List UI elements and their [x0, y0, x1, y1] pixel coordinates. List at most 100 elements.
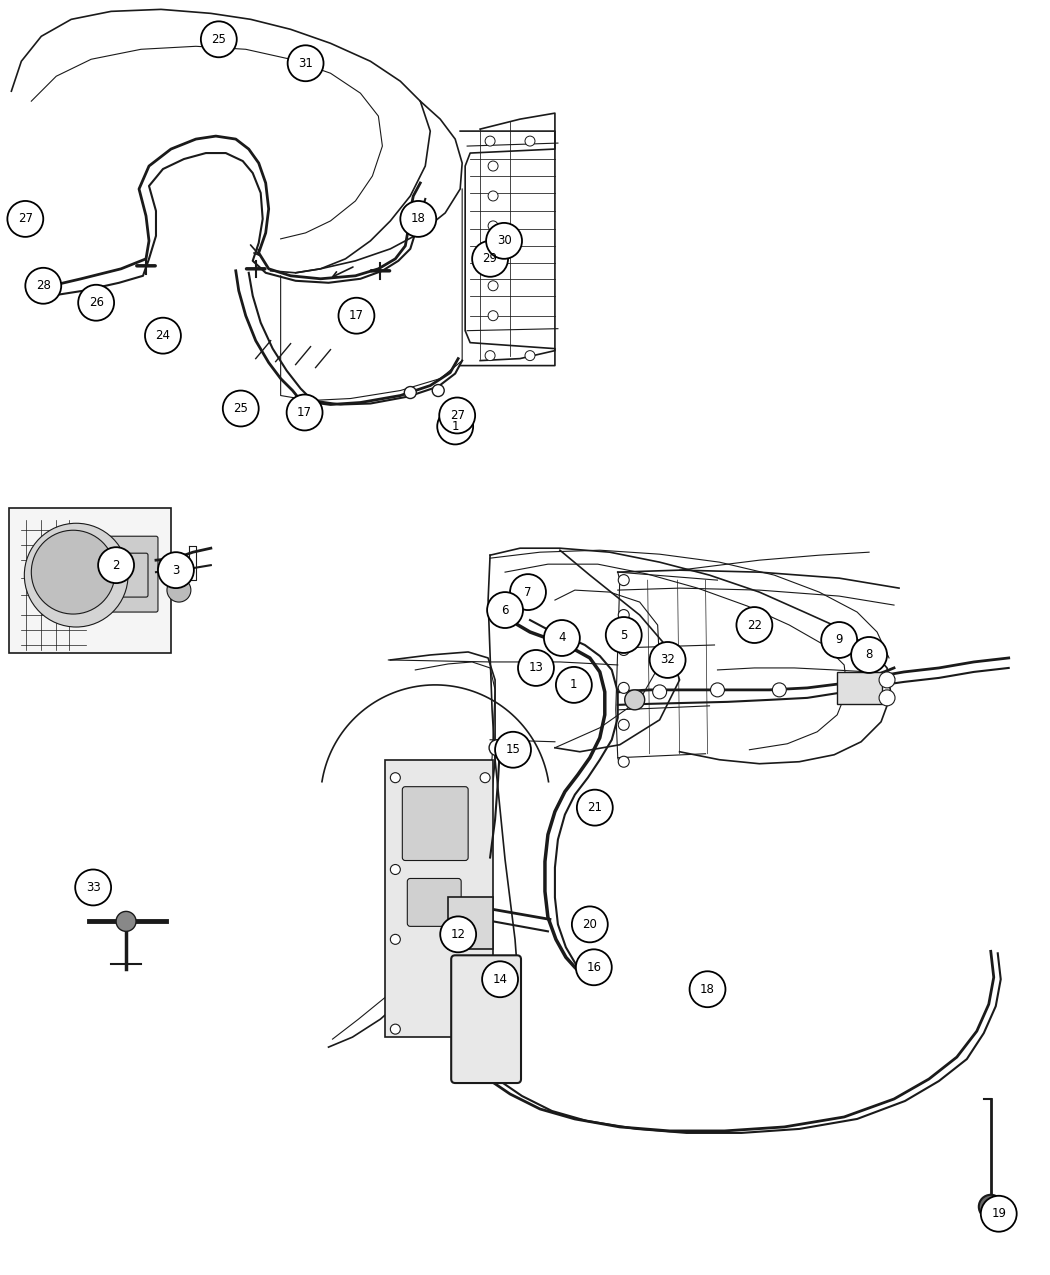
Text: 14: 14: [492, 973, 507, 986]
FancyBboxPatch shape: [448, 898, 493, 950]
Text: 1: 1: [452, 419, 459, 434]
Circle shape: [618, 575, 629, 585]
Circle shape: [391, 864, 400, 875]
Text: 25: 25: [211, 33, 226, 46]
Text: 19: 19: [991, 1207, 1006, 1220]
Circle shape: [510, 574, 546, 609]
Circle shape: [24, 523, 128, 627]
Circle shape: [145, 317, 181, 353]
Text: 8: 8: [865, 649, 873, 662]
Text: 33: 33: [86, 881, 101, 894]
Circle shape: [489, 740, 505, 756]
Circle shape: [482, 961, 518, 997]
Circle shape: [618, 682, 629, 694]
Circle shape: [575, 950, 612, 986]
Text: 6: 6: [501, 603, 509, 617]
Circle shape: [391, 773, 400, 783]
Circle shape: [488, 221, 498, 231]
Circle shape: [852, 638, 887, 673]
Circle shape: [288, 46, 323, 82]
Circle shape: [25, 268, 61, 303]
Text: 32: 32: [660, 654, 675, 667]
Circle shape: [488, 311, 498, 321]
Text: 30: 30: [497, 235, 511, 247]
FancyBboxPatch shape: [452, 955, 521, 1082]
FancyBboxPatch shape: [837, 672, 882, 704]
Circle shape: [572, 907, 608, 942]
Text: 17: 17: [297, 405, 312, 419]
Circle shape: [525, 351, 534, 361]
Circle shape: [736, 607, 773, 643]
Text: 1: 1: [570, 678, 578, 691]
FancyBboxPatch shape: [99, 537, 158, 612]
Circle shape: [653, 685, 667, 699]
Circle shape: [690, 972, 726, 1007]
Circle shape: [167, 578, 191, 602]
FancyBboxPatch shape: [385, 760, 493, 1037]
Circle shape: [480, 773, 490, 783]
Circle shape: [76, 870, 111, 905]
Circle shape: [711, 683, 724, 697]
Text: 12: 12: [450, 928, 466, 941]
Text: 18: 18: [700, 983, 715, 996]
Circle shape: [201, 22, 236, 57]
Circle shape: [158, 552, 194, 588]
Text: 3: 3: [172, 564, 180, 576]
Circle shape: [488, 191, 498, 201]
Text: 28: 28: [36, 279, 50, 292]
Text: 15: 15: [506, 743, 521, 756]
Text: 18: 18: [411, 213, 425, 226]
Circle shape: [78, 284, 114, 321]
Text: 24: 24: [155, 329, 170, 342]
Circle shape: [821, 622, 857, 658]
Text: 31: 31: [298, 57, 313, 70]
Text: 29: 29: [483, 252, 498, 265]
Circle shape: [488, 161, 498, 171]
Text: 27: 27: [18, 213, 33, 226]
Text: 7: 7: [524, 585, 531, 598]
Circle shape: [544, 620, 580, 655]
Circle shape: [486, 223, 522, 259]
FancyBboxPatch shape: [407, 878, 461, 927]
FancyBboxPatch shape: [402, 787, 468, 861]
Circle shape: [472, 241, 508, 277]
Text: 16: 16: [586, 961, 602, 974]
Text: 25: 25: [233, 402, 248, 414]
Text: O: O: [176, 585, 182, 592]
Circle shape: [618, 644, 629, 655]
Text: 5: 5: [621, 629, 628, 641]
Text: 20: 20: [583, 918, 597, 931]
Circle shape: [555, 667, 592, 703]
Circle shape: [485, 136, 496, 147]
Text: 4: 4: [559, 631, 566, 644]
Text: 21: 21: [587, 801, 603, 815]
Circle shape: [391, 1024, 400, 1034]
Circle shape: [391, 935, 400, 945]
Circle shape: [618, 609, 629, 621]
Circle shape: [338, 298, 375, 334]
Circle shape: [117, 912, 136, 931]
Circle shape: [7, 201, 43, 237]
Circle shape: [439, 398, 476, 434]
Circle shape: [39, 538, 99, 598]
Circle shape: [488, 280, 498, 291]
Text: 27: 27: [449, 409, 465, 422]
Circle shape: [32, 530, 116, 615]
Circle shape: [773, 683, 786, 697]
Circle shape: [404, 386, 416, 399]
Circle shape: [496, 732, 531, 768]
Circle shape: [98, 547, 134, 583]
Circle shape: [488, 251, 498, 261]
Circle shape: [437, 408, 474, 445]
Circle shape: [433, 385, 444, 397]
Circle shape: [606, 617, 642, 653]
Circle shape: [485, 351, 496, 361]
Circle shape: [576, 789, 613, 826]
Text: 22: 22: [747, 618, 762, 631]
Text: 13: 13: [528, 662, 544, 674]
FancyBboxPatch shape: [9, 509, 171, 653]
Circle shape: [440, 917, 476, 952]
Text: 2: 2: [112, 558, 120, 571]
Text: 26: 26: [88, 296, 104, 310]
Circle shape: [480, 935, 490, 945]
